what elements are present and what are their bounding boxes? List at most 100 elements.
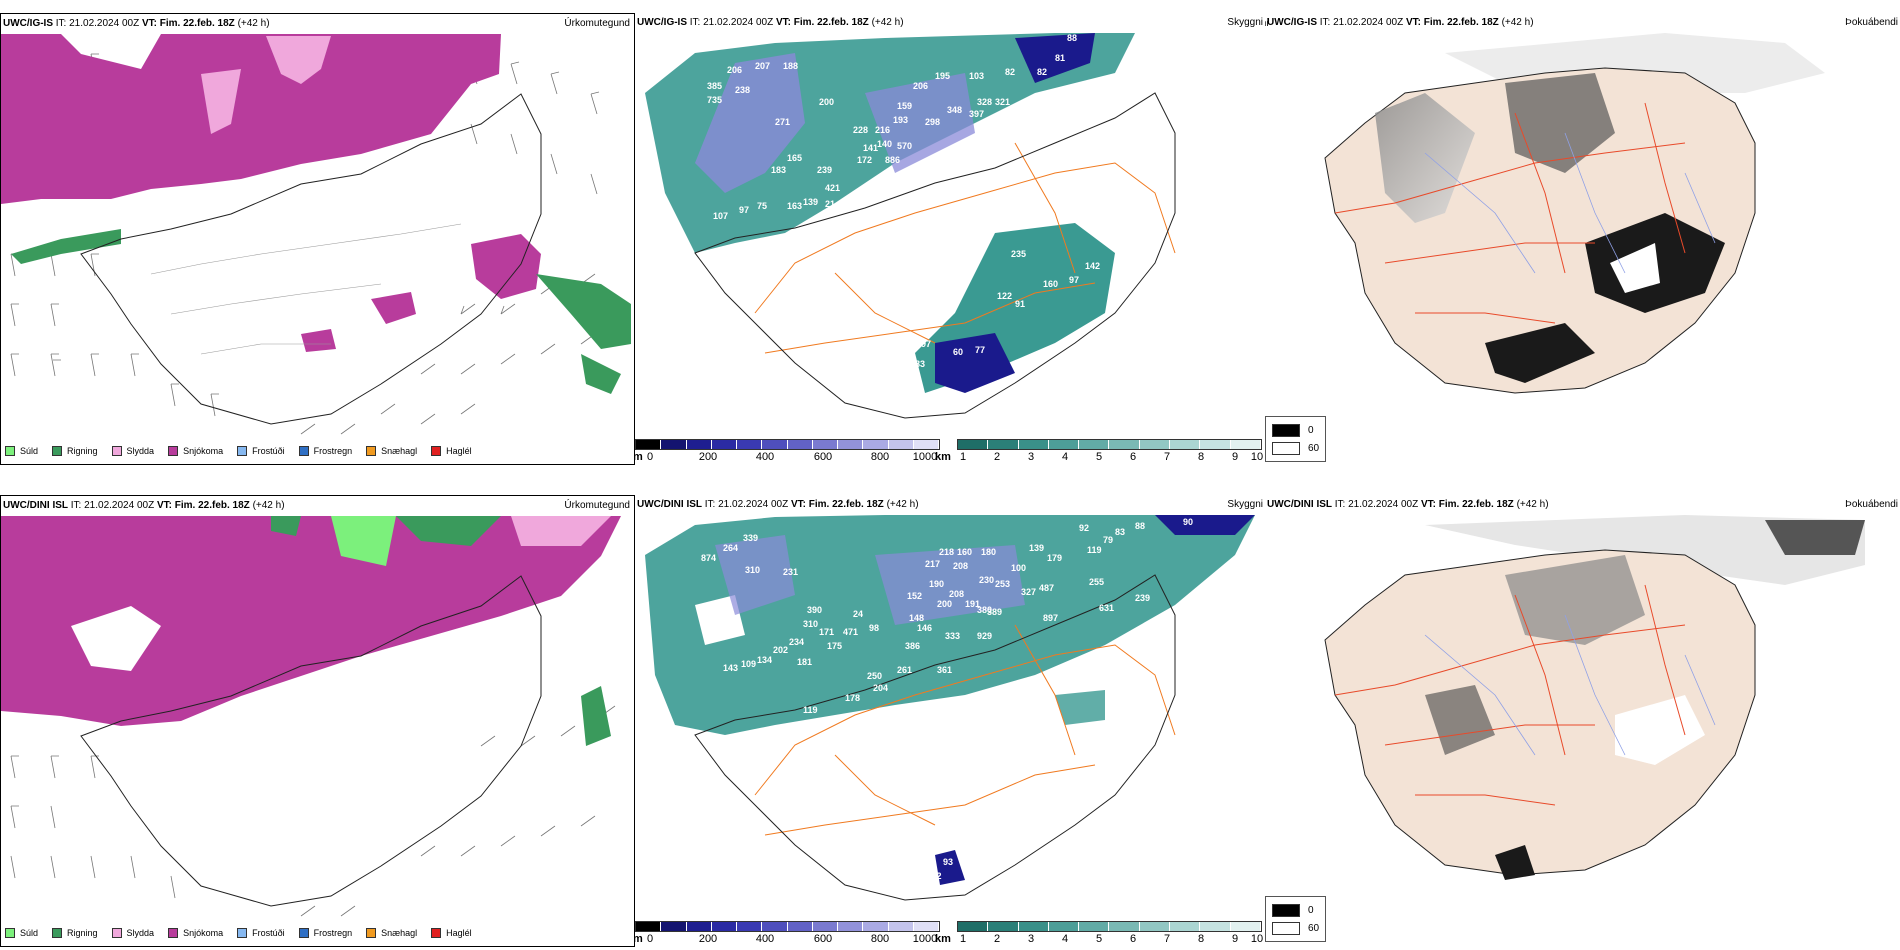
svg-text:897: 897 [1043, 613, 1058, 623]
svg-text:238: 238 [735, 85, 750, 95]
svg-text:487: 487 [1039, 583, 1054, 593]
svg-text:328: 328 [977, 97, 992, 107]
legend-item-snow: Snjókoma [168, 446, 223, 456]
colorbar-unit-km: km [935, 451, 951, 463]
panel-header: UWC/DINI ISL IT: 21.02.2024 00Z VT: Fim.… [3, 500, 285, 511]
svg-text:200: 200 [819, 97, 834, 107]
colorbar-unit-m: m [635, 933, 643, 945]
svg-text:79: 79 [1103, 535, 1113, 545]
legend-item-snow: Snjókoma [168, 928, 223, 938]
svg-text:264: 264 [723, 543, 738, 553]
svg-text:82: 82 [1037, 67, 1047, 77]
svg-text:83: 83 [1115, 527, 1125, 537]
svg-text:91: 91 [1015, 299, 1025, 309]
svg-text:148: 148 [909, 613, 924, 623]
legend-item-drizzle: Súld [5, 928, 38, 938]
svg-text:929: 929 [977, 631, 992, 641]
visibility-panel-bottom: UWC/DINI ISL IT: 21.02.2024 00Z VT: Fim.… [635, 495, 1265, 947]
legend-item-sleet: Slydda [111, 446, 154, 456]
svg-text:146: 146 [917, 623, 932, 633]
svg-text:139: 139 [1029, 543, 1044, 553]
svg-text:134: 134 [757, 655, 772, 665]
svg-text:228: 228 [853, 125, 868, 135]
svg-text:83: 83 [915, 359, 925, 369]
svg-text:88: 88 [1067, 33, 1077, 43]
svg-text:886: 886 [885, 155, 900, 165]
svg-text:390: 390 [807, 605, 822, 615]
svg-text:735: 735 [707, 95, 722, 105]
fog-panel-bottom: UWC/DINI ISL IT: 21.02.2024 00Z VT: Fim.… [1265, 495, 1900, 947]
svg-text:190: 190 [929, 579, 944, 589]
svg-text:234: 234 [789, 637, 804, 647]
panel-type-label: Skyggni [1227, 17, 1263, 28]
svg-text:110: 110 [1247, 697, 1262, 707]
svg-text:261: 261 [897, 665, 912, 675]
legend-item-drizzle: Súld [5, 446, 38, 456]
svg-text:141: 141 [863, 143, 878, 153]
visibility-labels: 88 81 82 82 195 103 206 328 321 348 397 … [707, 33, 1144, 369]
svg-text:60: 60 [953, 347, 963, 357]
legend-item-rain: Rigning [52, 446, 98, 456]
svg-text:183: 183 [771, 165, 786, 175]
svg-text:253: 253 [995, 579, 1010, 589]
svg-text:421: 421 [825, 183, 840, 193]
svg-text:139: 139 [803, 197, 818, 207]
svg-text:163: 163 [787, 201, 802, 211]
svg-text:250: 250 [867, 671, 882, 681]
altitude-colorbar: m 0 200 400 600 800 1000 [635, 439, 940, 465]
panel-type-label: Úrkomutegund [564, 500, 630, 511]
skyggni-label: Skyggni [1265, 18, 1269, 29]
precip-type-panel-top: UWC/IG-IS IT: 21.02.2024 00Z VT: Fim. 22… [0, 13, 635, 465]
legend-item-snow-pellets: Snæhagl [366, 446, 417, 456]
svg-text:193: 193 [893, 115, 908, 125]
svg-text:339: 339 [743, 533, 758, 543]
panel-header: UWC/DINI ISL IT: 21.02.2024 00Z VT: Fim.… [637, 499, 919, 510]
precip-legend: Súld Rigning Slydda Snjókoma Frostúði Fr… [5, 928, 472, 938]
svg-text:207: 207 [755, 61, 770, 71]
svg-text:81: 81 [1055, 53, 1065, 63]
svg-text:204: 204 [873, 683, 888, 693]
panel-type-label: Skyggni [1227, 499, 1263, 510]
panel-header: UWC/IG-IS IT: 21.02.2024 00Z VT: Fim. 22… [637, 17, 904, 28]
svg-text:179: 179 [1047, 553, 1062, 563]
svg-text:348: 348 [947, 105, 962, 115]
svg-text:171: 171 [819, 627, 834, 637]
svg-text:97: 97 [921, 339, 931, 349]
precip-legend: Súld Rigning Slydda Snjókoma Frostúði Fr… [5, 446, 472, 456]
svg-text:471: 471 [843, 627, 858, 637]
svg-text:191: 191 [1105, 233, 1120, 243]
panel-type-label: Þokuábendi [1845, 499, 1898, 510]
svg-text:165: 165 [787, 153, 802, 163]
svg-text:218: 218 [939, 547, 954, 557]
svg-text:327: 327 [1021, 587, 1036, 597]
panel-header: UWC/DINI ISL IT: 21.02.2024 00Z VT: Fim.… [1267, 499, 1549, 510]
svg-text:874: 874 [701, 553, 716, 563]
svg-text:202: 202 [773, 645, 788, 655]
altitude-colorbar: m 0 200 400 600 800 1000 [635, 921, 940, 947]
svg-text:109: 109 [741, 659, 756, 669]
svg-text:103: 103 [969, 71, 984, 81]
fog-panel-top: UWC/IG-IS IT: 21.02.2024 00Z VT: Fim. 22… [1265, 13, 1900, 465]
fog-map [1324, 33, 1825, 394]
legend-item-hail: Haglél [431, 446, 472, 456]
svg-text:181: 181 [797, 657, 812, 667]
svg-text:217: 217 [925, 559, 940, 569]
colorbar-unit-km: km [935, 933, 951, 945]
svg-text:180: 180 [981, 547, 996, 557]
svg-text:166: 166 [1129, 237, 1144, 247]
svg-text:97: 97 [1069, 275, 1079, 285]
svg-text:159: 159 [897, 101, 912, 111]
visibility-colorbar: km 1 2 3 4 5 6 7 8 9 10 [935, 439, 1263, 465]
svg-text:97: 97 [739, 205, 749, 215]
svg-text:298: 298 [925, 117, 940, 127]
svg-text:231: 231 [783, 567, 798, 577]
svg-text:570: 570 [897, 141, 912, 151]
svg-text:92: 92 [1079, 523, 1089, 533]
svg-text:142: 142 [1085, 261, 1100, 271]
svg-text:631: 631 [1099, 603, 1114, 613]
fog-map [1324, 515, 1865, 880]
svg-text:98: 98 [869, 623, 879, 633]
svg-text:208: 208 [953, 561, 968, 571]
legend-item-freezing-rain: Frostregn [298, 446, 352, 456]
legend-item-freezing-drizzle: Frostúði [237, 446, 285, 456]
